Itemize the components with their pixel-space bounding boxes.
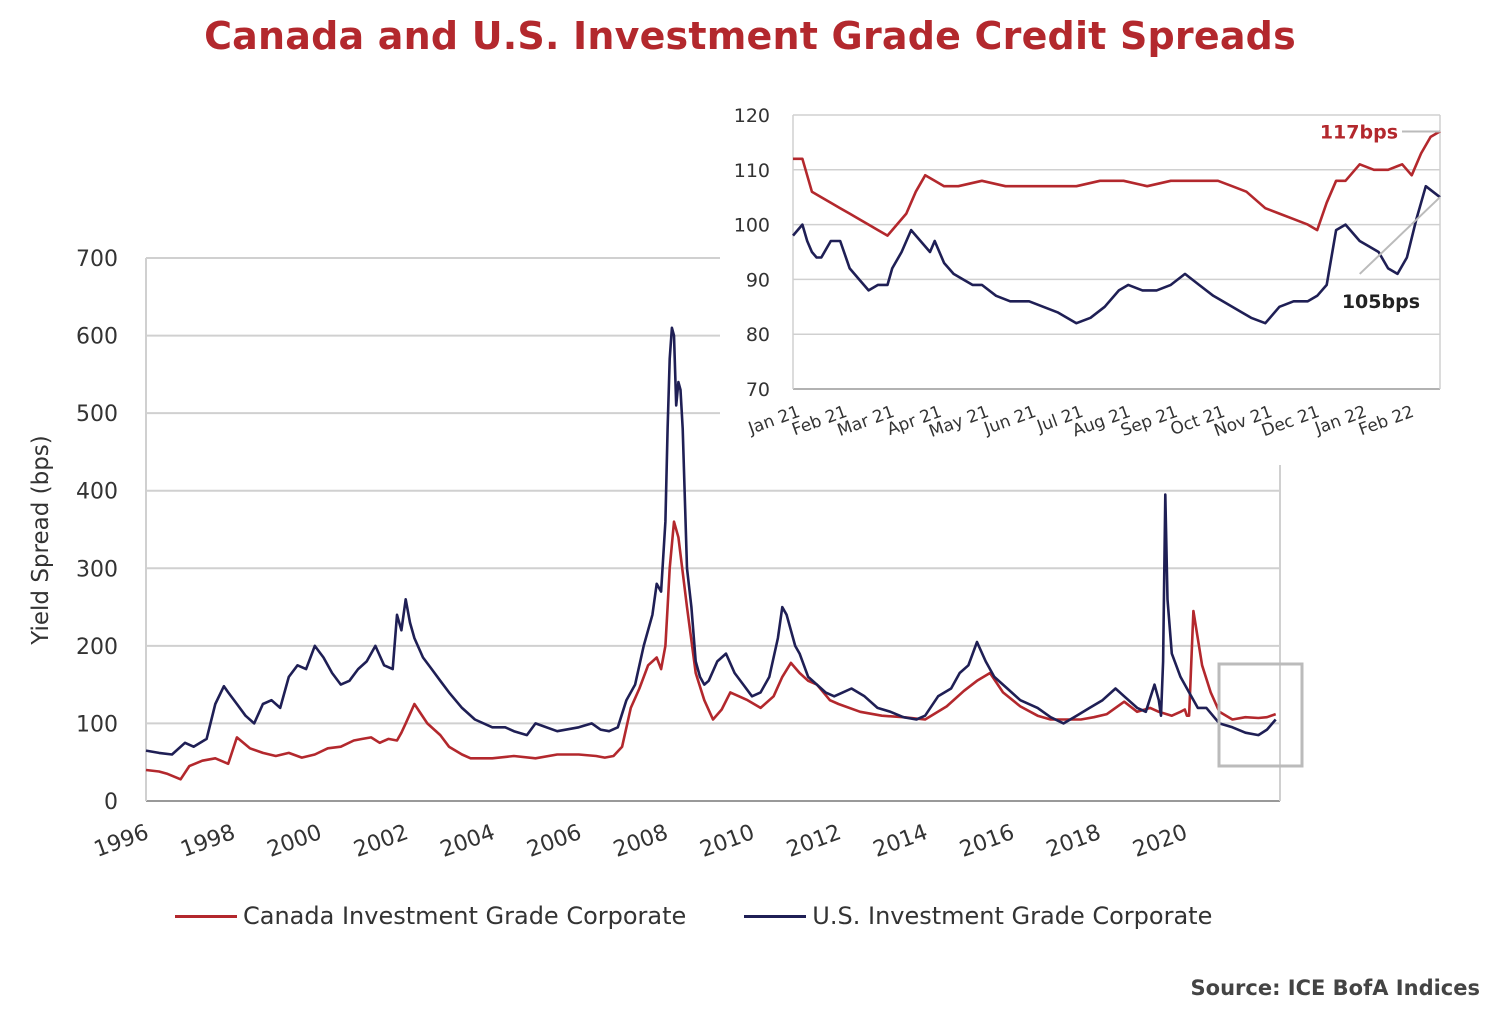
inset-y-tick-label: 110 — [734, 160, 770, 182]
legend-swatch-us — [744, 914, 807, 918]
inset-annotations: 117bps 105bps — [1320, 121, 1441, 313]
legend-label-canada: Canada Investment Grade Corporate — [243, 902, 687, 930]
inset-y-tick-label: 80 — [746, 324, 770, 346]
legend: Canada Investment Grade Corporate U.S. I… — [175, 902, 1270, 930]
inset-y-tick-label: 90 — [746, 269, 770, 291]
main-x-tick-label: 2010 — [697, 820, 758, 863]
inset-y-tick-label: 70 — [746, 379, 770, 401]
legend-label-us: U.S. Investment Grade Corporate — [812, 902, 1213, 930]
main-y-tick-label: 100 — [76, 712, 118, 737]
main-y-tick-label: 200 — [76, 635, 118, 660]
inset-y-tick-label: 100 — [734, 215, 770, 237]
main-y-tick-label: 300 — [76, 557, 118, 582]
main-series-line-us — [145, 326, 1277, 756]
legend-swatch-canada — [175, 914, 237, 918]
chart-title: Canada and U.S. Investment Grade Credit … — [204, 14, 1296, 58]
main-y-tick-label: 700 — [76, 247, 118, 272]
main-x-tick-label: 2002 — [351, 820, 412, 863]
main-x-tick-label: 2004 — [437, 820, 498, 863]
legend-item-canada: Canada Investment Grade Corporate — [175, 902, 686, 930]
main-x-tick-label: 1996 — [91, 820, 152, 863]
zoom-highlight-box — [1217, 662, 1304, 768]
source-note: Source: ICE BofA Indices — [1190, 976, 1480, 1000]
main-y-tick-label: 600 — [76, 325, 118, 350]
main-x-tick-label: 2018 — [1043, 820, 1104, 863]
main-x-tick-label: 2014 — [870, 820, 931, 863]
annotation-label-us: 105bps — [1342, 291, 1420, 313]
main-y-axis-label: Yield Spread (bps) — [28, 435, 54, 646]
main-y-tick-label: 500 — [76, 402, 118, 427]
inset-series-line-canada — [793, 130, 1441, 237]
main-series-lines — [145, 326, 1277, 781]
main-y-tick-label: 0 — [104, 790, 118, 815]
main-series-line-canada — [145, 520, 1277, 781]
main-x-tick-labels: 1996 1998 2000 2002 2004 2006 2008 2010 2012 2014… — [91, 820, 1191, 863]
main-x-tick-label: 2012 — [783, 820, 844, 863]
callout-line-us — [1359, 196, 1441, 275]
inset-y-tick-label: 120 — [734, 105, 770, 127]
inset-series-lines — [792, 130, 1441, 325]
annotation-label-canada: 117bps — [1320, 121, 1398, 143]
main-x-tick-label: 1998 — [177, 820, 238, 863]
legend-item-us: U.S. Investment Grade Corporate — [744, 902, 1212, 930]
main-y-tick-labels: 0 100 200 300 400 500 600 700 — [76, 247, 118, 815]
inset-gridlines — [792, 114, 1441, 390]
main-x-tick-label: 2008 — [610, 820, 671, 863]
main-x-tick-label: 2000 — [264, 820, 325, 863]
main-x-tick-label: 2016 — [957, 820, 1018, 863]
main-x-tick-label: 2006 — [524, 820, 585, 863]
inset-series-line-us — [792, 184, 1441, 325]
inset-y-tick-labels: 70 80 90 100 110 120 — [734, 105, 770, 401]
main-y-tick-label: 400 — [76, 480, 118, 505]
main-x-tick-label: 2020 — [1130, 820, 1191, 863]
